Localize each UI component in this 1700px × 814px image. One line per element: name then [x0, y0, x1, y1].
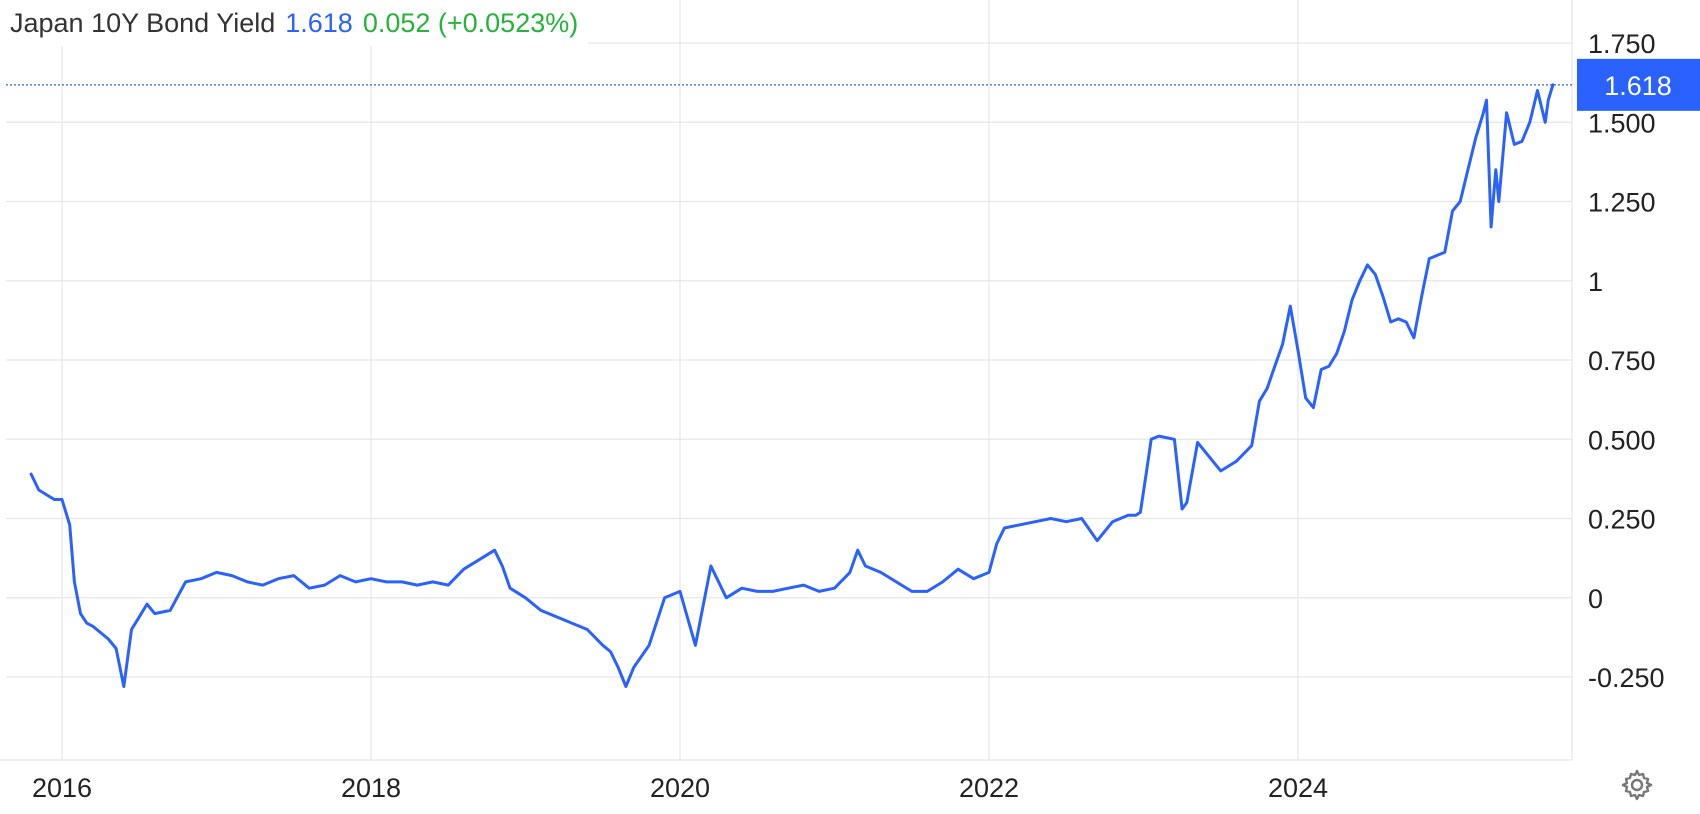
x-tick-label: 2024 [1268, 773, 1328, 803]
x-tick-label: 2020 [650, 773, 710, 803]
last-value-label: 1.618 [1604, 71, 1672, 101]
x-tick-label: 2018 [341, 773, 401, 803]
y-tick-label: 0.250 [1588, 505, 1656, 535]
grid-lines [6, 0, 1572, 760]
chart-legend: Japan 10Y Bond Yield 1.618 0.052 (+0.052… [0, 0, 589, 46]
gear-icon [1621, 769, 1653, 801]
y-tick-label: 1.500 [1588, 108, 1656, 138]
y-tick-label: 0.500 [1588, 425, 1656, 455]
y-tick-label: 0.750 [1588, 346, 1656, 376]
y-tick-label: 1.250 [1588, 188, 1656, 218]
settings-button[interactable] [1620, 768, 1654, 802]
y-tick-label: 0 [1588, 584, 1603, 614]
x-tick-label: 2022 [959, 773, 1019, 803]
legend-change: 0.052 (+0.0523%) [362, 7, 579, 38]
last-value-badge-bg [1577, 58, 1700, 111]
legend-symbol-name: Japan 10Y Bond Yield [10, 7, 276, 38]
y-tick-label: -0.250 [1588, 663, 1665, 693]
y-tick-label: 1 [1588, 267, 1603, 297]
y-axis: 1.750 1.500 1.250 1 0.750 0.500 0.250 0 -0.250 [1588, 29, 1665, 693]
series-line [29, 83, 1555, 688]
last-value-badge: 1.618 [1577, 58, 1700, 111]
legend-last-value: 1.618 [285, 7, 353, 38]
x-tick-label: 2016 [32, 773, 92, 803]
y-tick-label: 1.750 [1588, 29, 1656, 59]
x-axis: 2016 2018 2020 2022 2024 [32, 773, 1328, 803]
